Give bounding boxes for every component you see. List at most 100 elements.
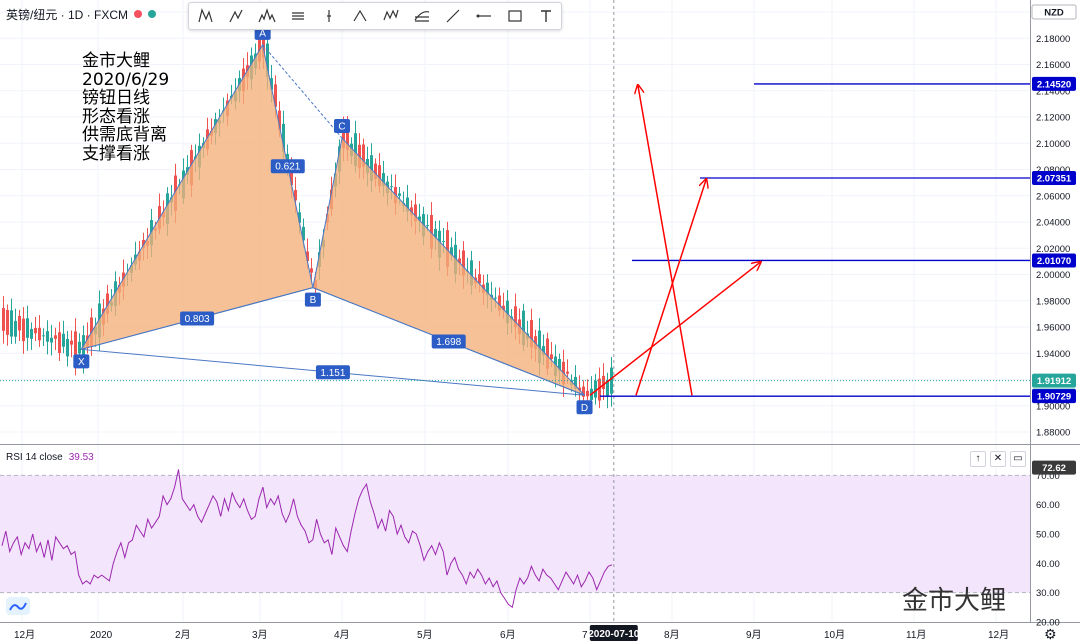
candle-body (582, 386, 585, 397)
candle-body (434, 228, 437, 238)
pattern-ratio-label: 0.621 (275, 162, 300, 173)
candle-body (354, 133, 357, 167)
rectangle-icon[interactable] (504, 5, 526, 27)
time-tick-label: 8月 (664, 629, 680, 641)
candle-body (266, 43, 269, 77)
time-tick-label: 7 (582, 630, 588, 641)
rsi-title: RSI 14 close (6, 452, 63, 463)
candle-body (14, 320, 17, 337)
candle-body (462, 250, 465, 276)
candle-body (70, 340, 73, 345)
gear-icon[interactable]: ⚙ (1044, 626, 1057, 642)
target-arrow (589, 262, 760, 396)
pattern-point-badge (334, 119, 350, 133)
symbol-label[interactable]: 英镑/纽元 · 1D · FXCM (6, 7, 128, 22)
time-tick-label: 10月 (824, 629, 845, 641)
candle-body (498, 295, 501, 311)
abcd-pattern-icon[interactable] (287, 5, 309, 27)
candle-body (362, 144, 365, 167)
candle-body (18, 315, 21, 331)
candle-body (458, 258, 461, 264)
rsi-tick-label: 30.00 (1036, 588, 1060, 599)
rsi-legend[interactable]: RSI 14 close 39.53 (6, 452, 94, 463)
pattern-ratio-badge (315, 365, 350, 380)
candle-body (298, 212, 301, 223)
annotation-line: 2020/6/29 (82, 69, 170, 90)
time-tick-label: 2月 (175, 629, 191, 641)
triangle-pattern-icon[interactable] (349, 5, 371, 27)
candle-body (274, 84, 277, 107)
rsi-tick-label: 20.00 (1036, 618, 1060, 629)
time-tick-label: 6月 (500, 629, 516, 641)
rsi-axis-badge-label: 72.62 (1042, 463, 1066, 474)
candle-body (478, 274, 481, 284)
candle-body (418, 216, 421, 221)
rsi-line (1, 469, 613, 609)
candle-body (6, 310, 9, 335)
text-icon[interactable] (535, 5, 557, 27)
price-axis-badge-label: 2.14520 (1037, 79, 1071, 90)
pattern-ac-line (262, 44, 343, 139)
rsi-value: 39.53 (68, 452, 94, 463)
candle-body (542, 346, 545, 356)
rsi-tick-label: 40.00 (1036, 559, 1060, 570)
cursor-date-badge (589, 625, 638, 641)
candle-body (302, 226, 305, 241)
three-drives-icon[interactable] (380, 5, 402, 27)
price-tick-label: 1.98000 (1036, 296, 1070, 307)
price-tick-label: 2.08000 (1036, 165, 1070, 176)
candle-body (30, 328, 33, 339)
candle-body (406, 197, 409, 212)
annotation-line: 支撑看涨 (82, 143, 150, 164)
price-tick-label: 2.14000 (1036, 86, 1070, 97)
horizontal-ray-icon[interactable] (473, 5, 495, 27)
price-axis-badge-label: 2.07351 (1037, 174, 1072, 185)
candle-body (306, 251, 309, 262)
tradingview-logo[interactable] (6, 597, 30, 615)
price-axis-badge-label: 2.01070 (1037, 256, 1071, 267)
candle-body (598, 378, 601, 401)
annotation-line: 金市大鲤 (82, 51, 150, 71)
candle-body (270, 78, 273, 90)
price-tick-label: 1.94000 (1036, 349, 1070, 360)
trend-line-icon[interactable] (442, 5, 464, 27)
time-tick-label: 2020 (90, 630, 113, 641)
candle-body (22, 318, 25, 342)
rsi-tick-label: 60.00 (1036, 500, 1060, 511)
pattern-ratio-label: 0.803 (185, 314, 210, 325)
drawing-toolbar (188, 2, 562, 30)
cypher-pattern-icon[interactable] (225, 5, 247, 27)
candle-body (66, 338, 69, 357)
elliott-wave-icon[interactable] (411, 5, 433, 27)
candle-body (54, 335, 57, 339)
price-tick-label: 1.96000 (1036, 323, 1070, 334)
time-tick-label: 11月 (906, 629, 926, 641)
time-tick-label: 9月 (746, 629, 762, 641)
candle-body (502, 305, 505, 311)
price-axis-badge (1032, 373, 1076, 388)
candle-body (506, 300, 509, 324)
candle-body (446, 230, 449, 268)
price-axis-badge-label: NZD (1044, 8, 1064, 19)
head-shoulders-icon[interactable] (256, 5, 278, 27)
pattern-ratio-label: 1.698 (436, 337, 461, 348)
xabcd-pattern-icon[interactable] (194, 5, 216, 27)
candle-body (426, 225, 429, 227)
pattern-point-label: B (310, 295, 317, 306)
candle-body (494, 297, 497, 299)
close-icon[interactable]: ✕ (990, 451, 1006, 467)
candle-body (346, 127, 349, 150)
candle-body (310, 268, 313, 273)
candle-body (586, 390, 589, 397)
candle-body (486, 282, 489, 296)
price-tick-label: 2.00000 (1036, 270, 1070, 281)
move-up-icon[interactable]: ↑ (970, 451, 986, 467)
price-axis-badge (1032, 171, 1076, 186)
vertical-line-icon[interactable] (318, 5, 340, 27)
symbol-bar[interactable]: 英镑/纽元 · 1D · FXCM (0, 0, 156, 28)
price-axis-badge (1032, 253, 1076, 268)
restore-icon[interactable]: ▭ (1010, 451, 1026, 467)
candle-body (470, 260, 473, 286)
candle-body (278, 110, 281, 131)
